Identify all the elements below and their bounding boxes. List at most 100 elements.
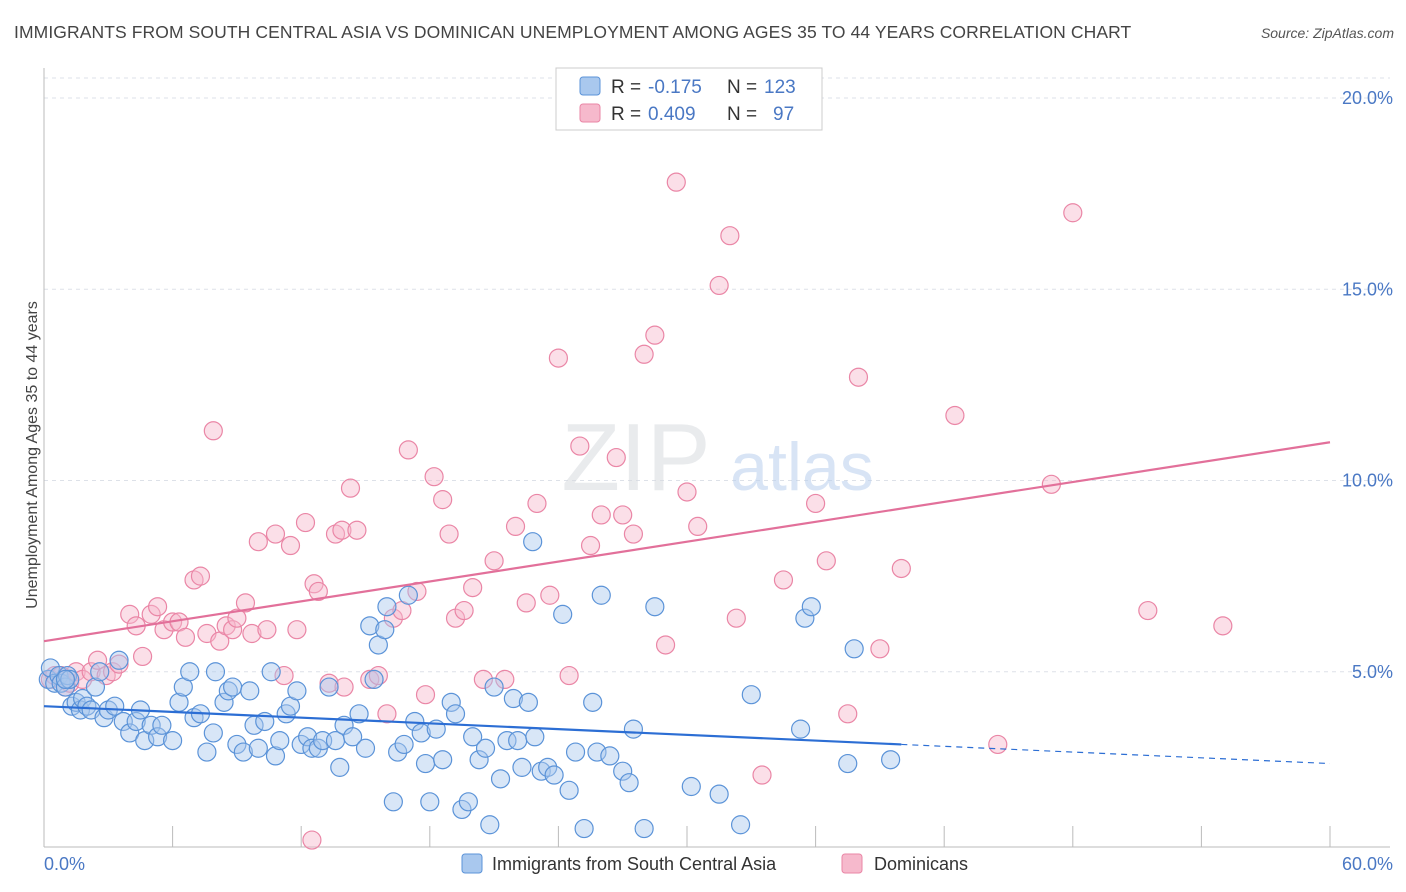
data-point-dominicans <box>1063 203 1083 223</box>
legend-r-label: R = <box>611 104 641 125</box>
data-point-south-central-asia <box>623 719 644 739</box>
data-point-dominicans <box>175 627 196 647</box>
data-point-dominicans <box>334 677 354 697</box>
data-point-dominicans <box>548 348 569 368</box>
watermark-atlas: atlas <box>730 429 874 505</box>
data-point-south-central-asia <box>795 608 815 628</box>
data-point-south-central-asia <box>512 757 532 777</box>
data-point-dominicans <box>988 734 1008 755</box>
data-point-south-central-asia <box>233 742 253 762</box>
data-point-south-central-asia <box>85 677 106 697</box>
data-point-south-central-asia <box>600 746 620 766</box>
data-point-dominicans <box>1213 616 1233 636</box>
data-point-south-central-asia <box>475 738 496 758</box>
series-label-pink: Dominicans <box>874 854 968 874</box>
legend-n-label: N = <box>727 104 757 125</box>
dominicans-points <box>40 172 1233 850</box>
data-point-south-central-asia <box>681 776 701 797</box>
data-point-south-central-asia <box>261 662 281 682</box>
data-point-dominicans <box>666 172 686 192</box>
data-point-dominicans <box>302 830 322 850</box>
data-point-dominicans <box>274 665 294 686</box>
chart-title: IMMIGRANTS FROM SOUTH CENTRAL ASIA VS DO… <box>14 22 1132 42</box>
data-point-dominicans <box>484 551 504 571</box>
trend-line-dominicans <box>43 441 1331 643</box>
data-point-south-central-asia <box>544 765 564 785</box>
data-point-south-central-asia <box>591 585 611 605</box>
series-legend: Immigrants from South Central Asia Domin… <box>461 853 968 874</box>
data-point-dominicans <box>505 516 526 537</box>
data-point-dominicans <box>132 646 153 667</box>
data-point-south-central-asia <box>377 597 397 617</box>
data-point-south-central-asia <box>484 677 504 697</box>
data-point-south-central-asia <box>180 662 200 682</box>
data-point-south-central-asia <box>360 616 380 636</box>
data-point-dominicans <box>726 608 746 628</box>
legend-r-value-pink: 0.409 <box>648 104 696 125</box>
data-point-south-central-asia <box>523 532 543 552</box>
data-point-south-central-asia <box>55 669 76 690</box>
data-point-south-central-asia <box>458 792 478 812</box>
tick-labels: 5.0% 10.0% 15.0% 20.0% 0.0% 60.0% <box>44 88 1393 874</box>
data-point-dominicans <box>332 520 352 540</box>
data-point-dominicans <box>655 635 676 655</box>
data-point-south-central-asia <box>634 818 654 839</box>
data-point-south-central-asia <box>205 662 226 682</box>
south-central-asia-points <box>38 532 901 839</box>
data-point-south-central-asia <box>248 738 268 758</box>
data-point-south-central-asia <box>490 769 511 789</box>
data-point-dominicans <box>838 704 858 724</box>
data-point-dominicans <box>347 520 367 540</box>
data-point-south-central-asia <box>583 692 603 712</box>
data-point-south-central-asia <box>375 620 395 640</box>
data-point-dominicans <box>688 516 708 537</box>
data-point-south-central-asia <box>480 815 500 835</box>
data-point-south-central-asia <box>90 662 110 682</box>
data-point-south-central-asia <box>398 585 418 605</box>
data-point-dominicans <box>424 467 444 487</box>
data-point-south-central-asia <box>433 750 453 770</box>
data-point-dominicans <box>645 325 665 345</box>
data-point-south-central-asia <box>120 723 140 743</box>
data-point-dominicans <box>570 436 590 456</box>
data-point-dominicans <box>287 620 307 640</box>
data-point-south-central-asia <box>645 597 665 617</box>
data-point-dominicans <box>516 593 536 613</box>
data-point-dominicans <box>454 600 474 621</box>
x-tick-label: 0.0% <box>44 854 85 874</box>
data-point-dominicans <box>87 650 108 670</box>
data-point-south-central-asia <box>355 738 376 758</box>
data-point-dominicans <box>720 226 740 246</box>
data-point-dominicans <box>235 593 256 613</box>
data-point-south-central-asia <box>302 738 322 758</box>
legend-r-value-blue: -0.175 <box>648 77 702 98</box>
data-point-south-central-asia <box>881 750 901 770</box>
legend-n-value-blue: 123 <box>764 77 796 98</box>
data-point-south-central-asia <box>265 746 286 766</box>
legend-n-value-pink: 97 <box>773 104 794 125</box>
y-tick-label: 20.0% <box>1342 88 1393 108</box>
trend-line-south-central-asia <box>43 705 902 746</box>
data-point-dominicans <box>540 585 560 605</box>
data-point-dominicans <box>891 558 911 579</box>
data-point-dominicans <box>242 623 262 644</box>
axes <box>43 68 1390 848</box>
data-point-dominicans <box>377 704 397 724</box>
series-label-blue: Immigrants from South Central Asia <box>492 854 777 874</box>
data-point-dominicans <box>848 367 869 387</box>
data-point-south-central-asia <box>508 730 528 751</box>
data-point-south-central-asia <box>147 727 168 747</box>
data-point-south-central-asia <box>330 757 350 777</box>
data-point-dominicans <box>120 604 140 624</box>
gridlines <box>44 77 1390 673</box>
trend-line-extension <box>901 743 1331 765</box>
data-point-south-central-asia <box>730 815 751 835</box>
data-point-south-central-asia <box>105 696 125 716</box>
data-point-south-central-asia <box>364 669 384 690</box>
data-point-south-central-asia <box>287 681 307 701</box>
data-point-south-central-asia <box>197 742 217 762</box>
data-point-south-central-asia <box>709 784 729 804</box>
data-point-south-central-asia <box>141 715 161 735</box>
data-point-south-central-asia <box>223 677 243 697</box>
